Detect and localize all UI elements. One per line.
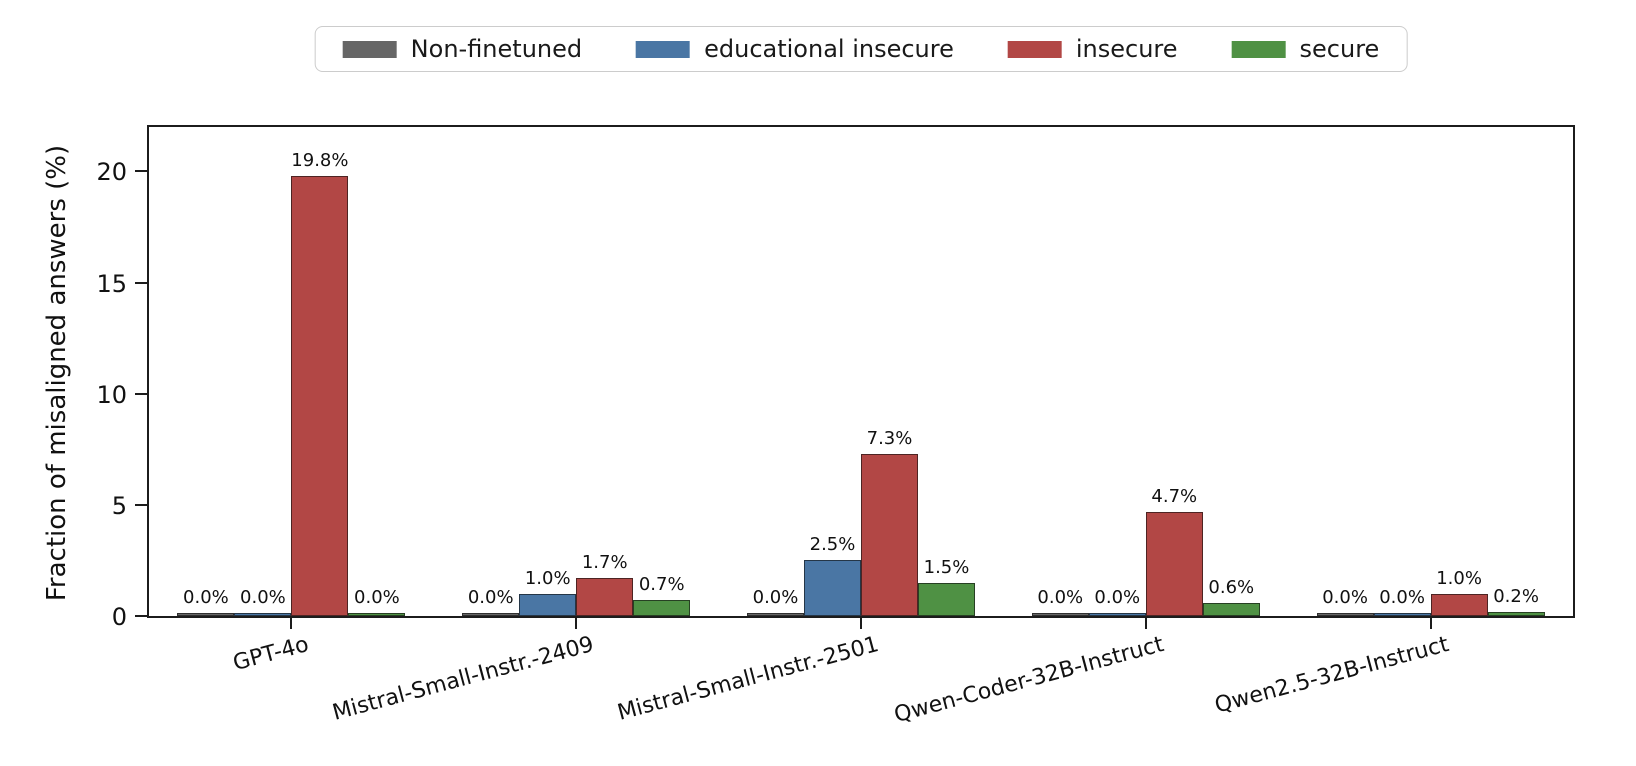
bar-value-label: 1.7% xyxy=(581,552,628,573)
x-tick-label: GPT-4o xyxy=(230,632,312,677)
x-tick xyxy=(1429,618,1432,629)
x-tick xyxy=(860,618,862,629)
y-tick-label: 15 xyxy=(96,269,127,298)
bar-value-label: 0.0% xyxy=(1322,587,1368,608)
bar-value-label: 1.0% xyxy=(1436,568,1482,589)
bar-value-label: 0.2% xyxy=(1493,586,1539,607)
bar xyxy=(291,176,349,616)
legend-label: educational insecure xyxy=(704,35,954,63)
bar xyxy=(234,613,292,616)
y-tick xyxy=(135,170,149,173)
bar-value-label: 0.0% xyxy=(752,587,799,608)
y-axis-label: Fraction of misaligned answers (%) xyxy=(42,144,72,602)
bar xyxy=(348,613,406,616)
x-tick-label: Qwen-Coder-32B-Instruct xyxy=(891,632,1167,729)
legend-swatch-icon xyxy=(342,40,397,58)
bar-value-label: 0.0% xyxy=(240,587,286,608)
y-tick-label: 5 xyxy=(111,491,127,520)
y-tick xyxy=(135,503,149,506)
bar xyxy=(747,613,804,616)
x-tick xyxy=(1144,618,1147,629)
bar-value-label: 0.7% xyxy=(638,574,685,595)
bar-value-label: 0.0% xyxy=(467,587,514,608)
bar-value-label: 0.0% xyxy=(1094,587,1141,608)
x-tick-label: Mistral-Small-Instr.-2501 xyxy=(614,632,882,726)
legend-item: insecure xyxy=(1007,35,1178,63)
y-tick-label: 10 xyxy=(96,380,127,409)
bar xyxy=(1202,603,1260,616)
bar xyxy=(918,583,975,616)
y-tick xyxy=(135,392,149,395)
legend-item: secure xyxy=(1231,35,1380,63)
bar-value-label: 1.0% xyxy=(524,568,571,589)
bar xyxy=(861,454,918,616)
bar xyxy=(1031,613,1089,616)
legend-swatch-icon xyxy=(1231,40,1286,58)
legend-swatch-icon xyxy=(636,40,691,58)
legend-item: educational insecure xyxy=(636,35,954,63)
bar-value-label: 4.7% xyxy=(1151,486,1198,507)
bar xyxy=(1373,613,1431,616)
y-tick xyxy=(135,615,149,617)
bar xyxy=(1487,612,1545,616)
bar-value-label: 0.0% xyxy=(183,587,229,608)
bar-value-label: 0.0% xyxy=(354,587,400,608)
bar-value-label: 2.5% xyxy=(809,534,856,555)
legend-item: Non-finetuned xyxy=(342,35,583,63)
bar-value-label: 0.6% xyxy=(1208,577,1255,598)
legend-label: secure xyxy=(1299,35,1380,63)
bar xyxy=(177,613,235,616)
x-tick xyxy=(575,618,578,629)
legend-swatch-icon xyxy=(1007,40,1062,58)
bar xyxy=(633,600,691,616)
bar-value-label: 7.3% xyxy=(866,428,913,449)
x-tick-label: Mistral-Small-Instr.-2409 xyxy=(330,632,597,726)
y-tick-label: 0 xyxy=(111,603,127,631)
bar-value-label: 0.0% xyxy=(1037,587,1084,608)
bar xyxy=(1145,512,1203,616)
bar xyxy=(462,613,520,616)
y-tick xyxy=(135,281,149,284)
y-tick-label: 20 xyxy=(96,158,127,187)
bar xyxy=(576,578,634,616)
plot-area: Fraction of misaligned answers (%) 0 5 10 1… xyxy=(42,125,1575,728)
bar xyxy=(1088,613,1146,616)
bar xyxy=(804,560,861,616)
bar xyxy=(519,594,577,616)
legend-label: insecure xyxy=(1075,35,1178,63)
bar xyxy=(1430,594,1488,616)
bar-value-label: 1.5% xyxy=(923,557,970,578)
x-tick-label: Qwen2.5-32B-Instruct xyxy=(1211,632,1452,719)
legend-label: Non-finetuned xyxy=(410,35,583,63)
bar xyxy=(1316,613,1374,616)
x-tick xyxy=(290,618,293,629)
bar-value-label: 19.8% xyxy=(291,150,349,171)
legend: Non-finetuned educational insecure insecur… xyxy=(314,26,1408,72)
bar-value-label: 0.0% xyxy=(1379,587,1425,608)
